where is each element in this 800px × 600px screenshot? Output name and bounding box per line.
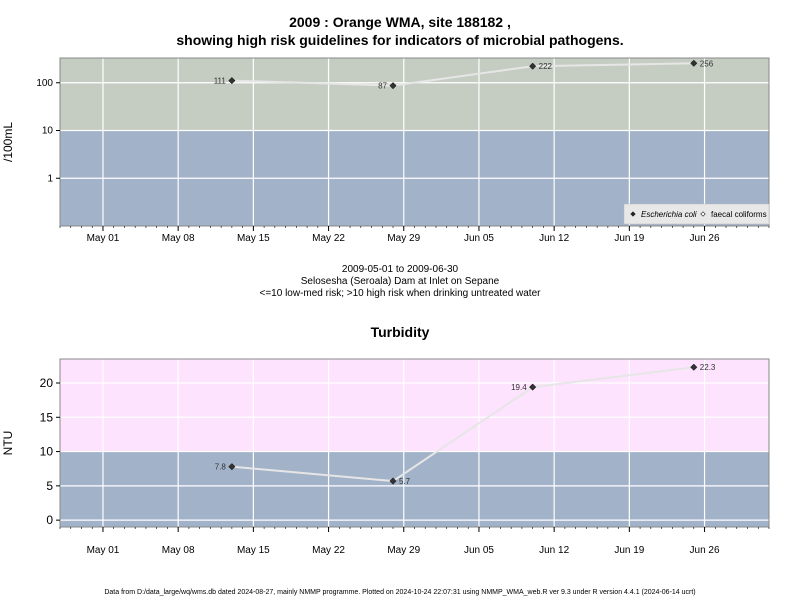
- legend-entry-label: faecal coliforms: [711, 210, 767, 219]
- turbidity-x-tick-label: Jun 12: [539, 545, 569, 556]
- ecoli-data-point: [389, 82, 397, 90]
- turbidity-y-tick-label: 0: [46, 513, 53, 527]
- legend-entry-label: Escherichia coli: [641, 210, 697, 219]
- turbidity-data-point: [228, 463, 236, 471]
- ecoli-data-label: 256: [700, 59, 714, 68]
- ecoli-x-tick-label: May 01: [87, 233, 120, 244]
- ecoli-legend: Escherichia coli faecal coliforms: [623, 203, 770, 225]
- main-title-line1: 2009 : Orange WMA, site 188182 ,: [289, 14, 511, 30]
- ecoli-data-point: [690, 59, 698, 67]
- turbidity-y-tick-label: 5: [46, 479, 53, 493]
- ecoli-x-tick-label: Jun 12: [539, 233, 569, 244]
- turbidity-x-tick-label: May 29: [387, 545, 420, 556]
- turbidity-panel: 0 5 10 15 20 May 01 May 08 May 15 May 22 May 29 Ju…: [1, 324, 770, 556]
- ecoli-data-point: [228, 77, 236, 85]
- ecoli-x-tick-label: May 29: [387, 233, 420, 244]
- legend-marker: [630, 211, 636, 217]
- ecoli-x-tick-label: Jun 26: [690, 233, 720, 244]
- ecoli-x-tick-label: May 15: [237, 233, 270, 244]
- ecoli-x-tick-label: May 22: [312, 233, 345, 244]
- turbidity-y-tick-label: 10: [40, 445, 54, 459]
- ecoli-y-axis-label: /100mL: [1, 122, 15, 162]
- ecoli-x-tick-label: Jun 19: [614, 233, 644, 244]
- turbidity-data-point: [529, 383, 537, 391]
- turbidity-x-tick-label: May 15: [237, 545, 270, 556]
- turbidity-x-tick-label: May 22: [312, 545, 345, 556]
- main-title-line2: showing high risk guidelines for indicat…: [176, 32, 624, 48]
- turbidity-x-tick-label: Jun 19: [614, 545, 644, 556]
- legend-box: [623, 203, 770, 225]
- turbidity-chart-title: Turbidity: [371, 324, 430, 340]
- turbidity-data-label: 19.4: [511, 383, 527, 392]
- turbidity-y-tick-label: 15: [40, 410, 54, 424]
- turbidity-data-label: 5.7: [399, 477, 411, 486]
- ecoli-data-point: [529, 62, 537, 70]
- footer-note: Data from D:/data_large/wq/wms.db dated …: [104, 589, 696, 596]
- ecoli-series-line: [231, 62, 694, 87]
- ecoli-x-tick-label: Jun 05: [464, 233, 494, 244]
- ecoli-y-tick-label: 100: [36, 78, 53, 89]
- risk-guideline-text: <=10 low-med risk; >10 high risk when dr…: [259, 288, 541, 299]
- turbidity-x-tick-label: Jun 05: [464, 545, 494, 556]
- ecoli-panel: 1 10 100 May 01 May 08 May 15 May 22 May 29 Jun …: [1, 57, 770, 244]
- turbidity-low-risk-band: [60, 451, 769, 527]
- turbidity-data-point: [389, 477, 397, 485]
- site-description-text: Selosesha (Seroala) Dam at Inlet on Sepa…: [300, 276, 500, 287]
- turbidity-data-point: [690, 363, 698, 371]
- turbidity-y-tick-label: 20: [40, 376, 54, 390]
- turbidity-data-label: 7.8: [215, 463, 227, 472]
- turbidity-x-tick-label: May 01: [87, 545, 120, 556]
- ecoli-y-tick-label: 10: [42, 126, 54, 137]
- turbidity-y-axis-label: NTU: [1, 431, 15, 456]
- ecoli-data-label: 87: [378, 82, 387, 91]
- date-range-text: 2009-05-01 to 2009-06-30: [341, 264, 459, 275]
- turbidity-high-risk-band: [60, 359, 769, 452]
- ecoli-x-tick-label: May 08: [162, 233, 195, 244]
- turbidity-data-label: 22.3: [700, 363, 716, 372]
- legend-marker: [700, 211, 706, 217]
- turbidity-x-tick-label: Jun 26: [690, 545, 720, 556]
- ecoli-high-risk-band: [60, 58, 769, 131]
- ecoli-data-label: 111: [214, 77, 227, 86]
- turbidity-series-line: [231, 366, 694, 483]
- ecoli-y-tick-label: 1: [47, 173, 53, 184]
- ecoli-data-label: 222: [539, 62, 553, 71]
- turbidity-x-tick-label: May 08: [162, 545, 195, 556]
